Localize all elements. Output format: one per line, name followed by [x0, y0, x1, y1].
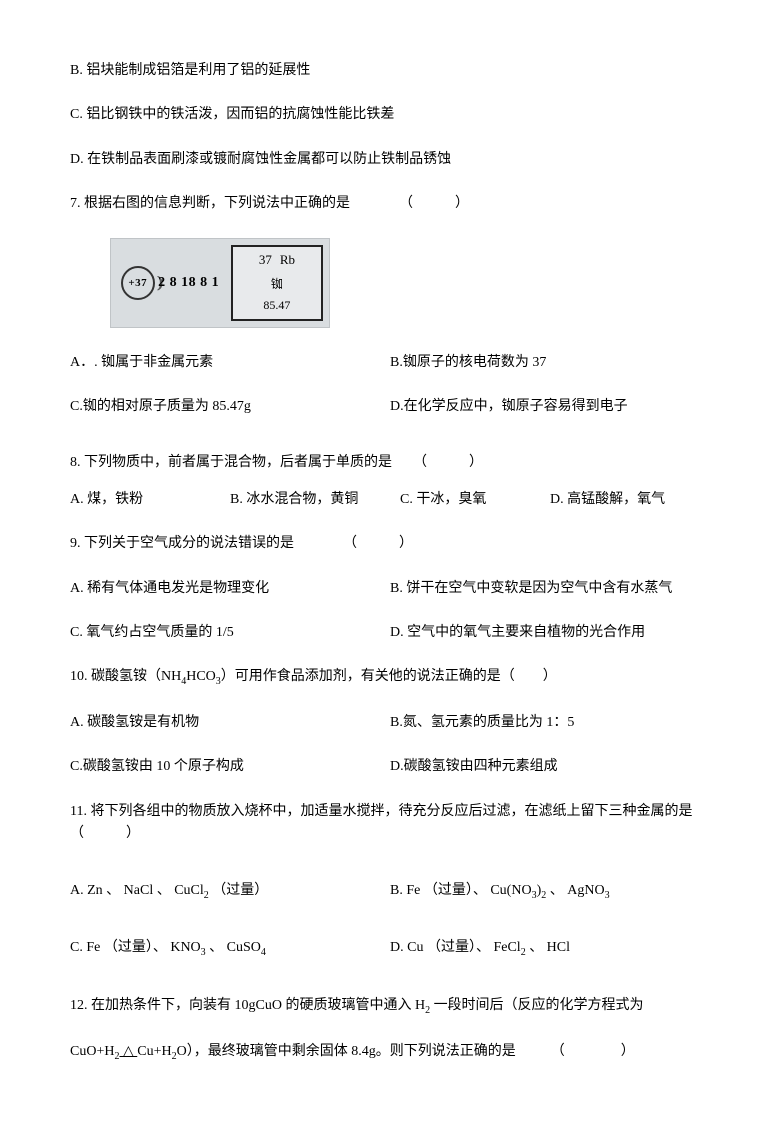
- element-box: 37 Rb 铷 85.47: [231, 245, 323, 321]
- q10-options-row2: C.碳酸氢铵由 10 个原子构成 D.碳酸氢铵由四种元素组成: [70, 756, 710, 778]
- atom-shells: 2 8 18 8 1: [158, 275, 219, 291]
- q8-options: A. 煤，铁粉 B. 冰水混合物，黄铜 C. 干冰，臭氧 D. 高锰酸解，氧气: [70, 489, 710, 511]
- q7-stem: 7. 根据右图的信息判断，下列说法中正确的是 （ ）: [70, 193, 710, 215]
- q7-option-a: A．. 铷属于非金属元素: [70, 352, 390, 374]
- q9-option-d: D. 空气中的氧气主要来自植物的光合作用: [390, 622, 710, 644]
- q8-option-d: D. 高锰酸解，氧气: [550, 489, 710, 511]
- q7-option-b: B.铷原子的核电荷数为 37: [390, 352, 710, 374]
- q11-option-c: C. Fe （过量）、 KNO3 、 CuSO4: [70, 937, 390, 961]
- q9-option-c: C. 氧气约占空气质量的 1/5: [70, 622, 390, 644]
- q10-option-d: D.碳酸氢铵由四种元素组成: [390, 756, 710, 778]
- q8-option-b: B. 冰水混合物，黄铜: [230, 489, 400, 511]
- atom-nucleus: +37: [121, 266, 155, 300]
- q10-option-b: B.氮、氢元素的质量比为 1：5: [390, 712, 710, 734]
- element-number: 37: [259, 252, 272, 268]
- q9-options-row2: C. 氧气约占空气质量的 1/5 D. 空气中的氧气主要来自植物的光合作用: [70, 622, 710, 644]
- q9-options-row1: A. 稀有气体通电发光是物理变化 B. 饼干在空气中变软是因为空气中含有水蒸气: [70, 578, 710, 600]
- q7-options-row1: A．. 铷属于非金属元素 B.铷原子的核电荷数为 37: [70, 352, 710, 374]
- q11-option-b: B. Fe （过量）、 Cu(NO3)2 、 AgNO3: [390, 880, 710, 904]
- q9-option-b: B. 饼干在空气中变软是因为空气中含有水蒸气: [390, 578, 710, 600]
- q12-line1: 12. 在加热条件下，向装有 10gCuO 的硬质玻璃管中通入 H2 一段时间后…: [70, 995, 710, 1019]
- element-name: 铷: [271, 275, 283, 292]
- element-mass: 85.47: [263, 298, 290, 313]
- q6-option-b: B. 铝块能制成铝箔是利用了铝的延展性: [70, 60, 710, 82]
- q11-options-row1: A. Zn 、 NaCl 、 CuCl2 （过量） B. Fe （过量）、 Cu…: [70, 880, 710, 904]
- q11-option-a: A. Zn 、 NaCl 、 CuCl2 （过量）: [70, 880, 390, 904]
- q11-stem: 11. 将下列各组中的物质放入烧杯中，加适量水搅拌，待充分反应后过滤，在滤纸上留…: [70, 801, 710, 846]
- q10-option-a: A. 碳酸氢铵是有机物: [70, 712, 390, 734]
- q8-stem: 8. 下列物质中，前者属于混合物，后者属于单质的是 （ ）: [70, 452, 710, 474]
- q11-option-d: D. Cu （过量）、 FeCl2 、 HCl: [390, 937, 710, 961]
- q10-options-row1: A. 碳酸氢铵是有机物 B.氮、氢元素的质量比为 1：5: [70, 712, 710, 734]
- q10-option-c: C.碳酸氢铵由 10 个原子构成: [70, 756, 390, 778]
- q7-option-d: D.在化学反应中，铷原子容易得到电子: [390, 396, 710, 418]
- reaction-condition-triangle: △: [119, 1044, 137, 1059]
- q6-option-c: C. 铝比钢铁中的铁活泼，因而铝的抗腐蚀性能比铁差: [70, 104, 710, 126]
- q6-option-d: D. 在铁制品表面刷漆或镀耐腐蚀性金属都可以防止铁制品锈蚀: [70, 149, 710, 171]
- q11-options-row2: C. Fe （过量）、 KNO3 、 CuSO4 D. Cu （过量）、 FeC…: [70, 937, 710, 961]
- q7-figure: +37 )))) 2 8 18 8 1 37 Rb 铷 85.47: [110, 238, 710, 328]
- atom-structure-diagram: +37 )))) 2 8 18 8 1: [117, 266, 223, 300]
- q9-option-a: A. 稀有气体通电发光是物理变化: [70, 578, 390, 600]
- q8-option-a: A. 煤，铁粉: [70, 489, 230, 511]
- element-symbol: Rb: [280, 252, 295, 268]
- q8-option-c: C. 干冰，臭氧: [400, 489, 550, 511]
- q7-options-row2: C.铷的相对原子质量为 85.47g D.在化学反应中，铷原子容易得到电子: [70, 396, 710, 418]
- q9-stem: 9. 下列关于空气成分的说法错误的是 （ ）: [70, 533, 710, 555]
- q10-stem: 10. 碳酸氢铵（NH4HCO3）可用作食品添加剂，有关他的说法正确的是（ ）: [70, 666, 710, 690]
- q12-line2: CuO+H2 △ Cu+H2O），最终玻璃管中剩余固体 8.4g。则下列说法正确…: [70, 1041, 710, 1065]
- q7-option-c: C.铷的相对原子质量为 85.47g: [70, 396, 390, 418]
